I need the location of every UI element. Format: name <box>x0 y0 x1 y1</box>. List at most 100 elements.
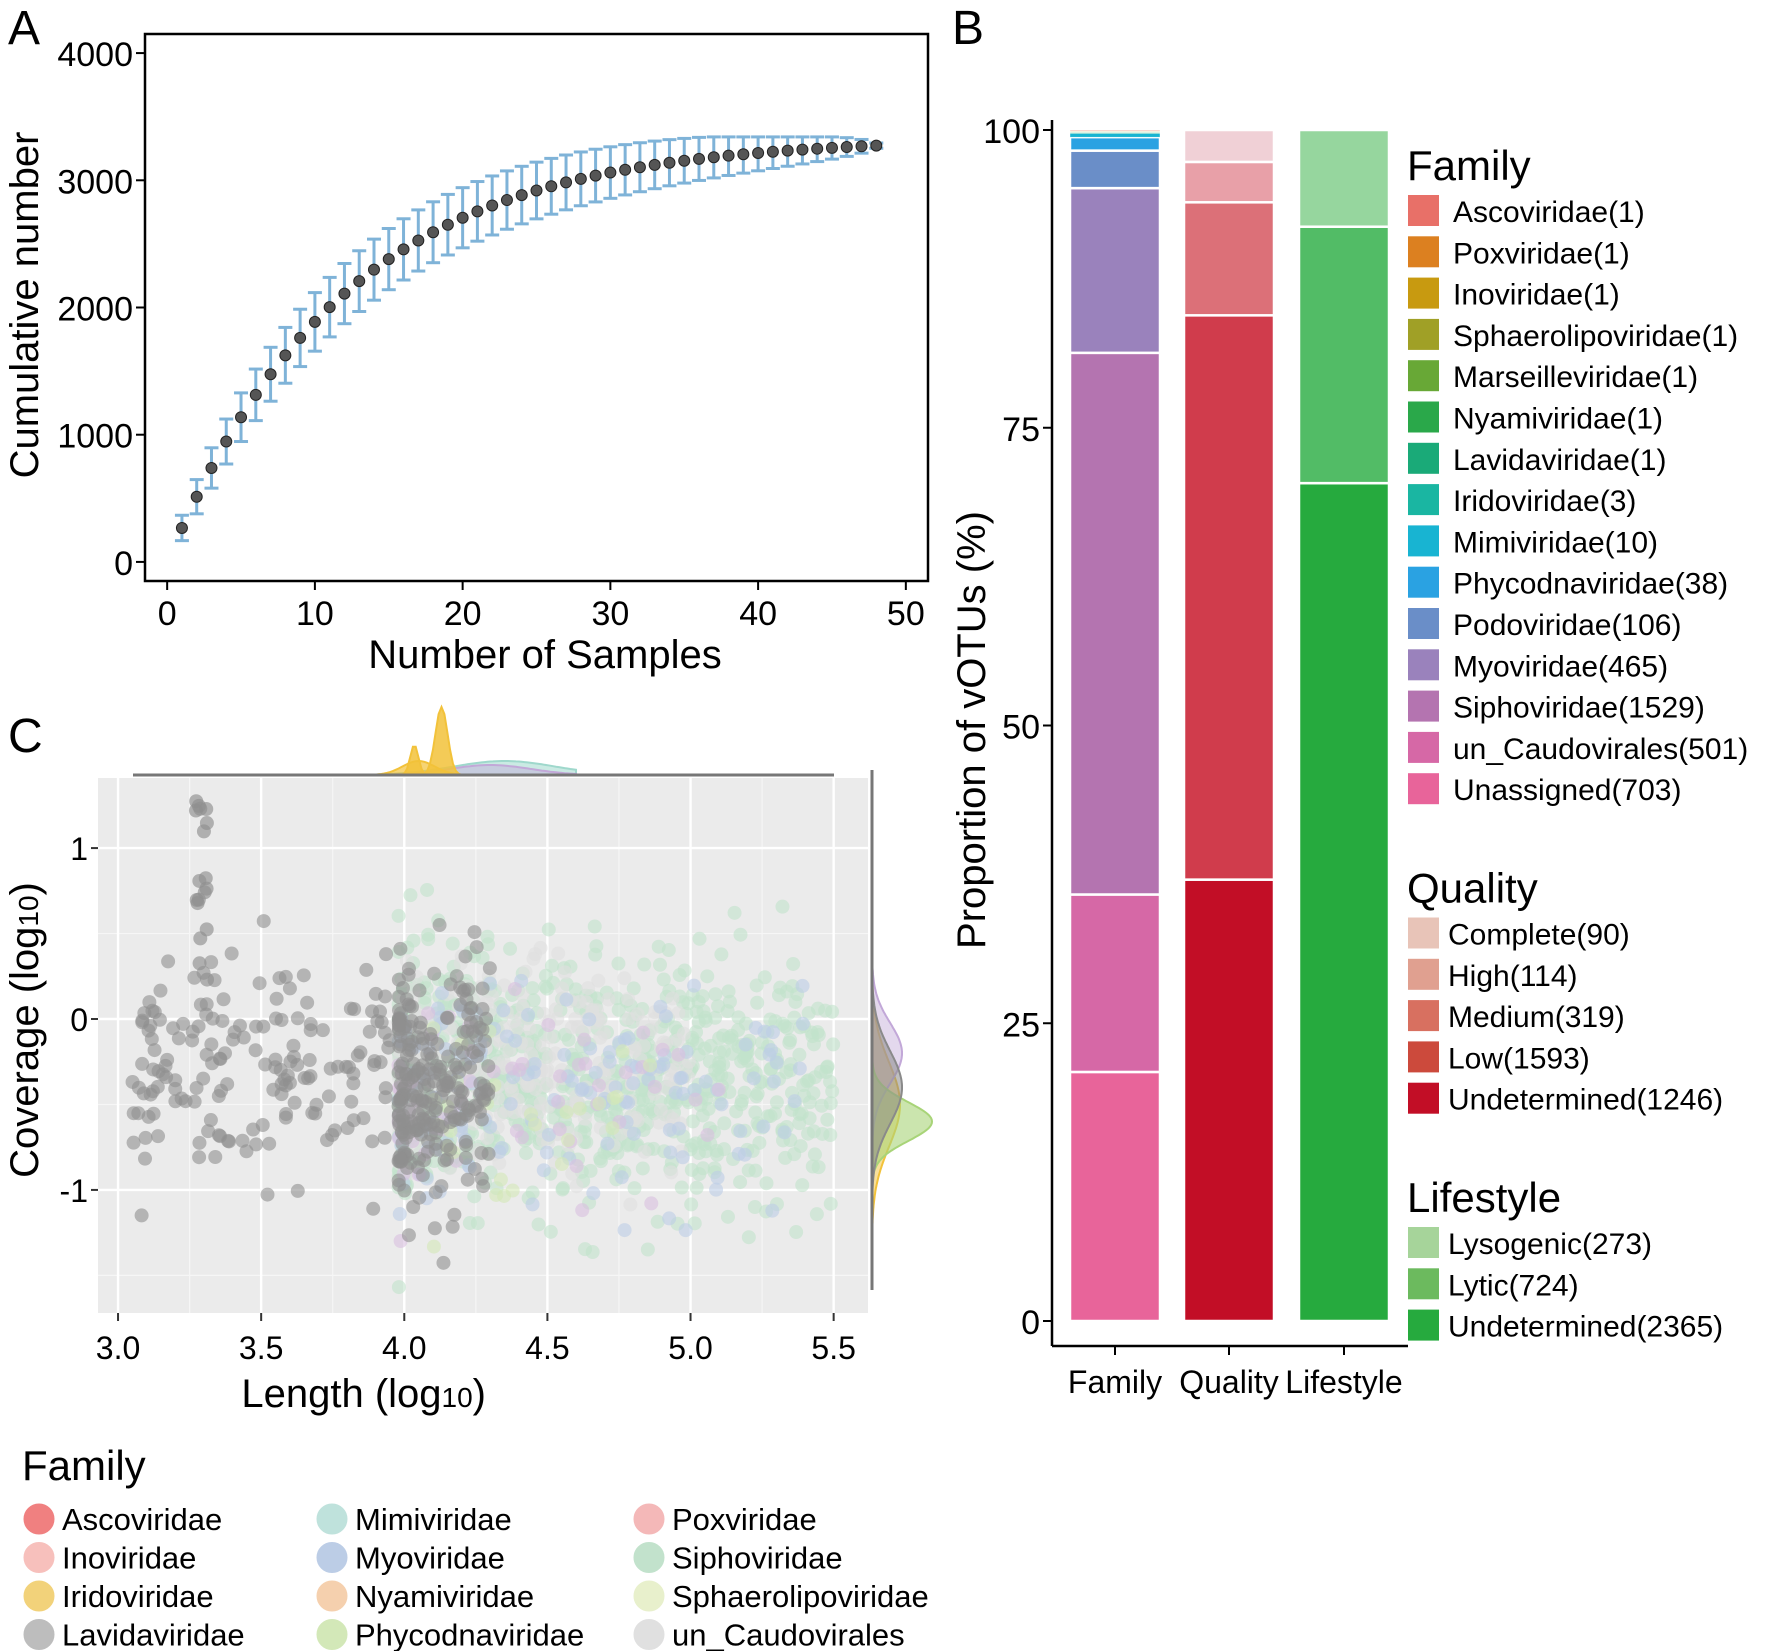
panel-c-point <box>344 1094 359 1109</box>
panel-c-point <box>262 1136 277 1151</box>
panel-c-legend-dot <box>633 1619 665 1650</box>
panel-c-point <box>543 1224 558 1239</box>
panel-a-data-point <box>234 391 249 444</box>
panel-c-point <box>709 1182 724 1197</box>
panel-c-point <box>569 1159 584 1174</box>
panel-b-legend-swatch <box>1408 1000 1439 1032</box>
panel-c-point <box>746 1071 761 1086</box>
panel-c-point <box>315 1023 330 1038</box>
panel-a-data-point <box>706 135 721 180</box>
panel-b-legend-label: Nyamiviridae(1) <box>1453 403 1663 436</box>
panel-c-point <box>300 995 315 1010</box>
panel-c-legend-dot <box>23 1542 55 1573</box>
panel-c-point <box>795 1178 810 1193</box>
panel-c-point <box>174 1091 189 1106</box>
panel-c-point <box>692 931 707 946</box>
panel-c-point <box>540 1062 555 1077</box>
panel-c-point <box>611 1002 626 1017</box>
panel-a-mean-point <box>678 154 691 167</box>
panel-c-point <box>370 1014 385 1029</box>
panel-a-data-point <box>485 174 500 237</box>
panel-c-point <box>810 1001 825 1016</box>
panel-c-point <box>757 1024 772 1039</box>
panel-c-point <box>185 1024 200 1039</box>
panel-c-point <box>623 1197 638 1212</box>
panel-c-point <box>411 1061 426 1076</box>
panel-c-point <box>396 1108 411 1123</box>
panel-c-point <box>734 1097 749 1112</box>
panel-c-point <box>249 1137 264 1152</box>
panel-c-ylabel: Coverage (log10) <box>3 882 47 1178</box>
panel-c-point <box>591 1078 606 1093</box>
panel-a-mean-point <box>722 149 735 162</box>
panel-c-point <box>727 905 742 920</box>
panel-c-ytick-label: 1 <box>70 831 88 867</box>
panel-c-point <box>220 1077 235 1092</box>
panel-c-point <box>290 1011 305 1026</box>
panel-a-mean-point <box>766 145 779 158</box>
panel-c-point <box>512 1062 527 1077</box>
panel-b-bar-segment <box>1182 314 1276 881</box>
panel-b-legend-swatch <box>1408 690 1439 722</box>
panel-c-point <box>665 991 680 1006</box>
panel-c-point <box>392 1207 407 1222</box>
panel-c-point <box>460 1108 475 1123</box>
panel-b-legend: Family Ascoviridae(1) Poxviridae(1) Inoviri… <box>1407 142 1748 1344</box>
panel-c-point <box>193 801 208 816</box>
panel-b-legend-swatch <box>1408 1309 1439 1341</box>
panel-c-point <box>769 1055 784 1070</box>
panel-c-point <box>222 1134 237 1149</box>
panel-b-bar-segment <box>1182 128 1276 164</box>
panel-c-point <box>445 936 460 951</box>
panel-c-point <box>574 1083 589 1098</box>
panel-c-xtick-label: 4.5 <box>525 1330 569 1366</box>
panel-c-point <box>256 914 271 929</box>
panel-a-data-point <box>721 135 736 177</box>
panel-c-point <box>551 1094 566 1109</box>
panel-c-point <box>741 1163 756 1178</box>
panel-c-point <box>582 1012 597 1027</box>
panel-c-point <box>627 1181 642 1196</box>
panel-c-point <box>423 1027 438 1042</box>
panel-a-data-point <box>278 325 293 385</box>
panel-c-ytick-label: 0 <box>70 1002 88 1038</box>
panel-c-point <box>601 992 616 1007</box>
panel-c-legend-dot <box>23 1580 55 1612</box>
panel-c-point <box>200 972 215 987</box>
panel-c-point <box>749 1089 764 1104</box>
panel-b-legend-swatch <box>1408 773 1439 805</box>
panel-b-bar-segment <box>1068 1070 1162 1323</box>
panel-c-point <box>327 1123 342 1138</box>
panel-b-legend-label: Medium(319) <box>1448 1001 1625 1034</box>
panel-c-point <box>591 973 606 988</box>
panel-c-point <box>587 919 602 934</box>
panel-a-mean-point <box>264 368 277 381</box>
panel-c-point <box>135 1056 150 1071</box>
panel-c-legend-label: Ascoviridae <box>62 1502 222 1537</box>
panel-c-legend-dot <box>316 1503 348 1535</box>
panel-c-points <box>125 794 841 1295</box>
panel-b-legend-swatch <box>1408 442 1439 474</box>
panel-c-point <box>777 1125 792 1140</box>
panel-c-point <box>246 1122 261 1137</box>
panel-c-point <box>811 1160 826 1175</box>
panel-b-legend-label: Podoviridae(106) <box>1453 609 1681 642</box>
panel-c-point <box>232 1018 247 1033</box>
panel-c-point <box>720 1209 735 1224</box>
panel-c-point <box>187 970 202 985</box>
panel-b-xtick-label: Lifestyle <box>1285 1364 1402 1400</box>
panel-a-xtick-label: 10 <box>296 595 334 633</box>
panel-c-point <box>323 1061 338 1076</box>
panel-b-legend-swatch <box>1408 360 1439 392</box>
panel-c-point <box>621 1137 636 1152</box>
panel-c-point <box>687 978 702 993</box>
panel-b-bar-segment <box>1068 351 1162 896</box>
panel-c-point <box>467 1161 482 1176</box>
panel-c-point <box>637 957 652 972</box>
panel-c-point <box>561 1133 576 1148</box>
panel-b-legend-swatch <box>1408 731 1439 763</box>
panel-c-point <box>519 1146 534 1161</box>
panel-a-mean-point <box>190 490 203 503</box>
panel-label-c: C <box>8 710 43 763</box>
